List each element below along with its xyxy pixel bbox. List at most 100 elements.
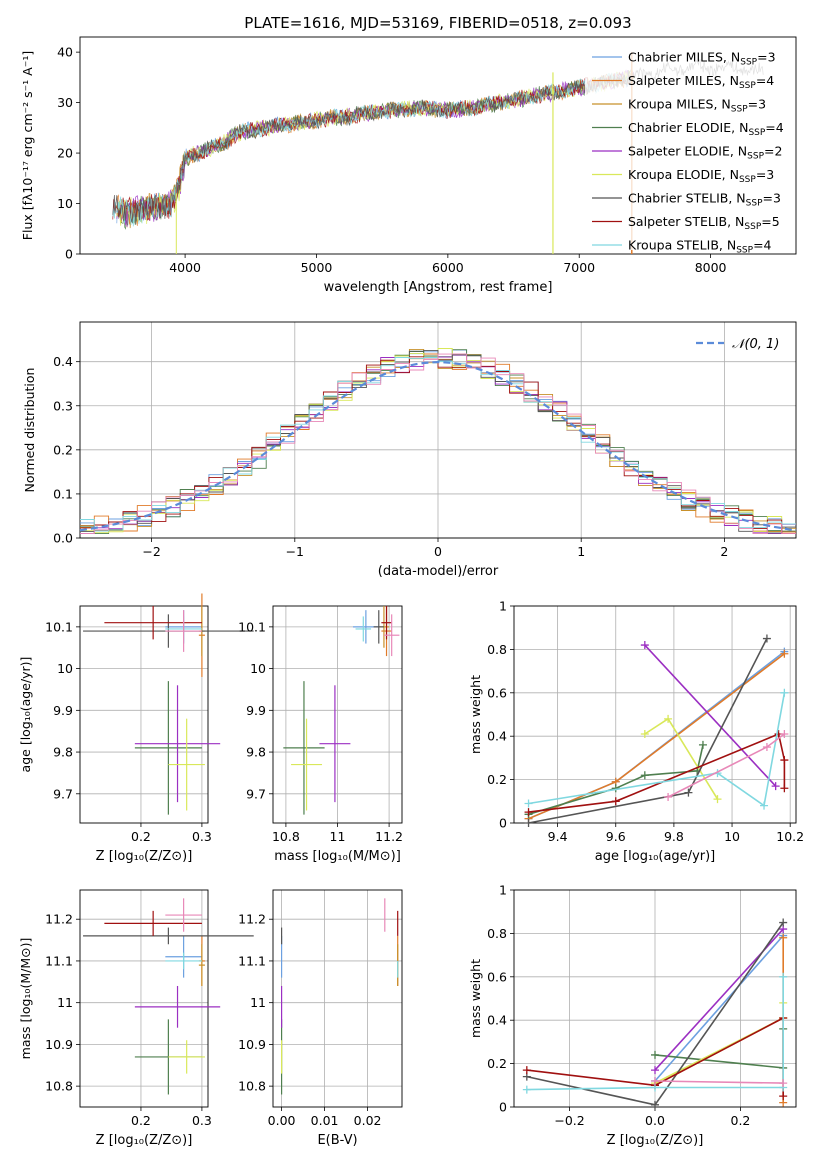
x-tick-label: 10.8 [272,829,300,844]
y-tick-label: 9.9 [246,703,266,718]
legend-box [585,44,791,250]
y-tick-label: 20 [57,146,73,161]
plus-marker [762,743,771,752]
y-tick-label: 9.8 [246,745,266,760]
y-tick-label: 10 [250,661,266,676]
weight-line [528,692,786,807]
x-tick-label: −1 [286,544,304,559]
plus-marker [651,1100,659,1109]
axes-weight_vs_age: 9.4 9.6 9.8 10 10.2 0 0.2 0.4 0.6 0.8 1 age [log₁₀(… [468,599,804,865]
y-tick-label: 9.9 [53,703,73,718]
legend-label: Chabrier MILES, NSSP=3 [628,50,776,68]
x-axis-label: E(B-V) [317,1133,357,1148]
x-tick-label: 9.6 [606,829,626,844]
weight-line [528,638,768,824]
legend-label: Salpeter STELIB, NSSP=5 [628,214,780,232]
y-tick-label: 0.8 [487,926,507,941]
y-tick-label: 11 [250,995,266,1010]
errorbar-point [134,985,221,1028]
legend-subscript: SSP [736,246,753,256]
y-tick-label: 11.2 [238,912,266,927]
y-tick-label: 10.9 [238,1037,266,1052]
errorbar-point [104,910,202,936]
errorbar-point [168,718,205,811]
y-tick-label: 0.2 [487,1056,507,1071]
legend-count: =5 [761,214,779,229]
plus-marker [651,1066,659,1075]
errorbar-point [283,681,325,815]
legend-subscript: SSP [739,81,756,91]
y-tick-label: 1 [499,883,507,898]
x-tick-label: 9.4 [548,829,568,844]
legend-subscript: SSP [739,175,756,185]
plus-marker [524,799,533,808]
axes-age_vs_z: 0.2 0.3 9.7 9.8 9.9 10 10.1 Z [log₁₀(Z/Z⊙)] age … [18,593,254,864]
legend-subscript: SSP [744,222,761,232]
x-tick-label: 4000 [169,260,201,275]
y-tick-label: 9.7 [53,786,73,801]
plus-marker [664,792,673,801]
plus-marker [698,740,707,749]
y-tick-label: 0.6 [487,685,507,700]
y-axis-label: mass [log₁₀(M/M⊙)] [18,938,33,1060]
y-tick-label: 9.8 [53,745,73,760]
x-tick-label: 8000 [695,260,727,275]
x-axis-label: wavelength [Angstrom, rest frame] [324,280,553,295]
y-axis-label: age [log₁₀(age/yr)] [18,657,33,773]
y-tick-label: 11 [57,995,73,1010]
y-tick-label: 10.8 [45,1079,73,1094]
weight-line [644,644,777,787]
normal-curve [79,360,797,532]
legend-label: Chabrier STELIB, NSSP=3 [628,191,781,209]
plus-marker [779,1079,788,1088]
legend-count: =4 [765,120,783,135]
errorbar-point [381,606,392,640]
weight-line [528,732,786,813]
y-tick-label: 0 [499,1100,507,1115]
errorbar-point [83,927,254,945]
axes-residuals: −2 −1 0 1 2 0.0 0.1 0.2 0.3 0.4 (data-model)/error… [22,321,797,579]
x-tick-label: 0 [434,544,442,559]
y-tick-label: 0.4 [487,1013,507,1028]
plus-marker [779,933,788,942]
legend-label: Kroupa ELODIE, NSSP=3 [628,167,774,185]
axes-weight_vs_z: −0.2 0.0 0.2 0 0.2 0.4 0.6 0.8 1 Z [log₁₀(Z/Z⊙)] m… [468,883,797,1148]
plot-frame [513,605,797,824]
weight-line [654,1080,784,1084]
y-tick-label: 0.2 [487,772,507,787]
errorbar-point [291,718,323,811]
legend-subscript: SSP [748,128,765,138]
x-tick-label: 0.0 [645,1113,665,1128]
plus-marker [611,797,620,806]
y-tick-label: 0.4 [487,729,507,744]
x-tick-label: 6000 [432,260,464,275]
plus-marker [522,1066,531,1075]
y-tick-label: 1 [499,599,507,614]
x-tick-label: 0.2 [131,829,151,844]
plus-marker [640,730,649,739]
legend-count: =2 [764,144,782,159]
x-tick-label: 10.2 [776,829,804,844]
y-tick-label: 11.1 [238,953,266,968]
errorbar-point [168,1040,205,1074]
x-tick-label: 2 [720,544,728,559]
errorbar-point [134,685,221,803]
errorbar-point [383,614,400,657]
y-tick-label: 0.4 [53,354,73,369]
x-axis-label: mass [log₁₀(M/M⊙)] [274,849,401,864]
axes-spectrum: 4000 5000 6000 7000 8000 0 10 20 30 40 wavelength … [20,36,797,295]
x-tick-label: 0.3 [192,1113,212,1128]
x-tick-label: 0.02 [354,1113,382,1128]
legend-subscript: SSP [731,105,748,115]
plus-marker [771,782,780,791]
weight-line [526,976,785,1091]
x-tick-label: 0.00 [268,1113,296,1128]
plus-marker [713,795,722,804]
plot-frame [79,321,797,539]
y-tick-label: 11.2 [45,912,73,927]
y-tick-label: 0.0 [53,531,73,546]
legend-label: Salpeter MILES, NSSP=4 [628,73,774,91]
errorbar-point [355,616,372,642]
y-tick-label: 10 [57,661,73,676]
